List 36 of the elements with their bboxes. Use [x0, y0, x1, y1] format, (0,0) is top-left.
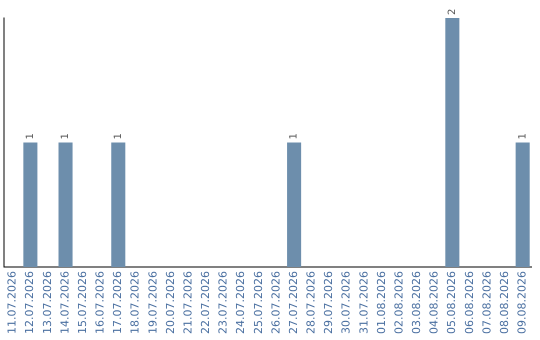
x-tick-label: 24.07.2026	[234, 271, 248, 334]
x-tick-label: 06.08.2026	[462, 271, 476, 334]
data-label: 1	[517, 133, 528, 140]
x-tick-label: 04.08.2026	[428, 271, 441, 334]
x-tick-label: 26.07.2026	[269, 271, 282, 334]
x-tick-label: 08.08.2026	[498, 271, 511, 334]
x-tick-label: 03.08.2026	[410, 271, 424, 334]
x-tick-label: 02.08.2026	[392, 271, 406, 334]
x-tick-label: 20.07.2026	[164, 271, 177, 334]
x-tick-label: 23.07.2026	[216, 271, 230, 334]
x-tick-label: 11.07.2026	[6, 271, 19, 334]
x-tick-label: 16.07.2026	[94, 271, 107, 334]
data-label: 2	[446, 8, 458, 15]
x-tick-label: 21.07.2026	[181, 271, 194, 334]
data-label: 1	[112, 133, 124, 140]
x-tick-label: 01.08.2026	[374, 271, 388, 334]
x-tick-label: 12.07.2026	[23, 271, 36, 334]
x-tick-label: 27.07.2026	[286, 271, 300, 334]
x-tick-label: 19.07.2026	[146, 271, 160, 334]
x-tick-label: 07.08.2026	[480, 271, 494, 334]
x-tick-label: 22.07.2026	[199, 271, 212, 334]
x-tick-label: 09.08.2026	[516, 271, 529, 334]
x-tick-label: 17.07.2026	[111, 271, 124, 334]
x-tick-label: 29.07.2026	[322, 271, 336, 334]
data-label: 1	[24, 133, 36, 140]
x-tick-label: 13.07.2026	[40, 271, 54, 334]
data-label: 1	[60, 133, 72, 140]
x-tick-label: 25.07.2026	[252, 271, 265, 334]
data-label: 1	[288, 133, 300, 140]
x-tick-label: 28.07.2026	[304, 271, 318, 334]
x-tick-label: 14.07.2026	[58, 271, 72, 334]
x-tick-label: 15.07.2026	[76, 271, 89, 334]
x-tick-label: 18.07.2026	[128, 271, 142, 334]
x-tick-label: 30.07.2026	[340, 271, 353, 334]
x-tick-label: 31.07.2026	[357, 271, 370, 334]
x-tick-label: 05.08.2026	[445, 271, 458, 334]
